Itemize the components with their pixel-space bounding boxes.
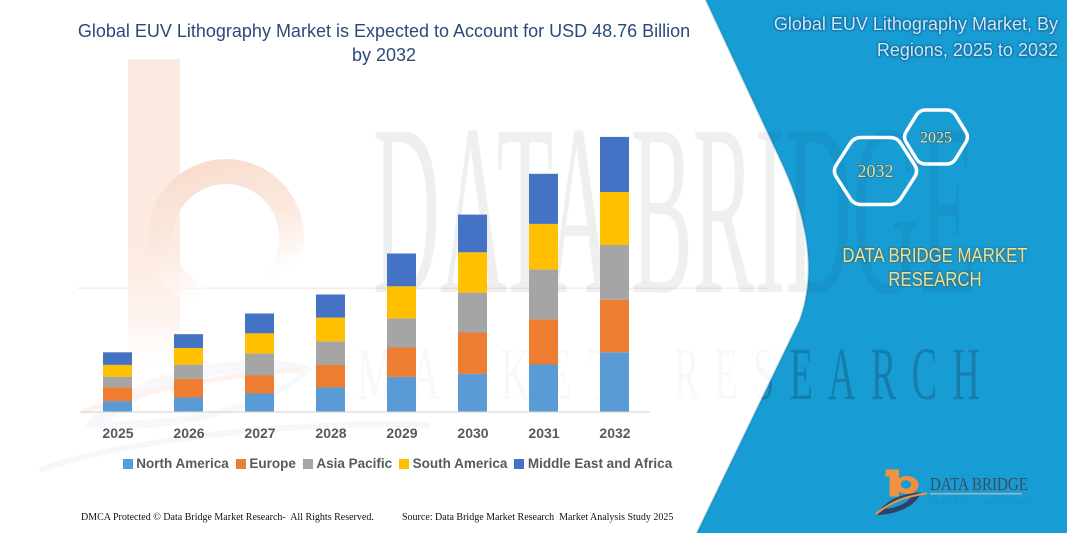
svg-text:2032: 2032 [858,161,894,181]
svg-text:2025: 2025 [920,130,952,147]
svg-text:MARKET RESEARCH: MARKET RESEARCH [931,497,1036,506]
svg-text:DATA BRIDGE: DATA BRIDGE [930,474,1028,494]
svg-text:DATA BRIDGE: DATA BRIDGE [373,74,976,345]
